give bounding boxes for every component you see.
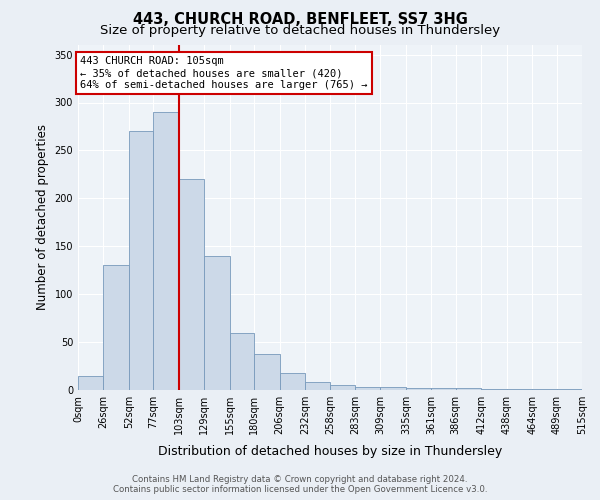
Text: Contains HM Land Registry data © Crown copyright and database right 2024.
Contai: Contains HM Land Registry data © Crown c… (113, 474, 487, 494)
X-axis label: Distribution of detached houses by size in Thundersley: Distribution of detached houses by size … (158, 446, 502, 458)
Bar (254, 354, 280, 390)
Bar (230, 332, 254, 390)
Bar (506, 389, 532, 390)
Y-axis label: Number of detached properties: Number of detached properties (36, 124, 49, 310)
Bar (456, 388, 481, 390)
Bar (331, 385, 355, 390)
Text: 443 CHURCH ROAD: 105sqm
← 35% of detached houses are smaller (420)
64% of semi-d: 443 CHURCH ROAD: 105sqm ← 35% of detache… (80, 56, 367, 90)
Bar (557, 389, 582, 390)
Bar (280, 373, 305, 390)
Bar (204, 256, 230, 390)
Bar (154, 112, 179, 390)
Bar (78, 376, 103, 390)
Bar (179, 179, 204, 390)
Bar (481, 389, 506, 390)
Bar (406, 388, 431, 390)
Bar (103, 266, 129, 390)
Text: 443, CHURCH ROAD, BENFLEET, SS7 3HG: 443, CHURCH ROAD, BENFLEET, SS7 3HG (133, 12, 467, 28)
Bar (431, 388, 456, 390)
Bar (380, 387, 406, 390)
Bar (355, 387, 380, 390)
Bar (129, 131, 154, 390)
Bar (582, 389, 600, 390)
Bar (305, 382, 331, 390)
Text: Size of property relative to detached houses in Thundersley: Size of property relative to detached ho… (100, 24, 500, 37)
Bar (532, 389, 557, 390)
